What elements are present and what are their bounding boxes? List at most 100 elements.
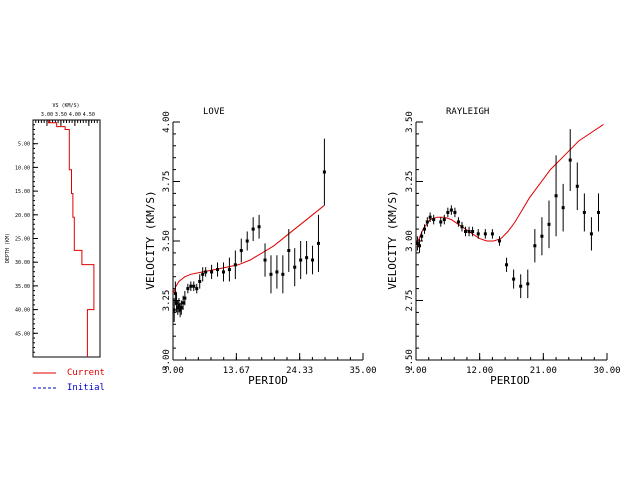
love-data-point <box>233 250 237 280</box>
love-point-marker <box>239 249 243 253</box>
rayleigh-data-point <box>526 269 530 299</box>
model-x-ticks: 3.00 3.50 4.00 4.50 <box>32 112 101 126</box>
love-y-tick-label: 3.00 <box>162 349 172 371</box>
love-data-point <box>251 217 255 241</box>
love-point-marker <box>251 227 255 231</box>
love-data-point <box>281 255 285 294</box>
love-data-point <box>221 262 225 282</box>
love-x-tick-label: 24.33 <box>286 366 313 376</box>
rayleigh-point-marker <box>453 210 457 214</box>
love-data-point <box>192 281 196 291</box>
love-point-marker <box>195 287 199 291</box>
love-point-marker <box>311 258 315 262</box>
love-data-point <box>316 214 320 272</box>
love-data-point <box>195 283 199 294</box>
vs-axis-label: VS (KM/S) <box>52 103 79 109</box>
love-point-marker <box>204 270 208 274</box>
model-x-tick-label: 4.00 <box>69 112 81 118</box>
love-point-marker <box>322 170 326 174</box>
rayleigh-point-marker <box>597 210 601 214</box>
love-data-point <box>216 262 220 277</box>
love-data-point <box>269 255 273 294</box>
rayleigh-data-point <box>589 217 593 251</box>
rayleigh-point-marker <box>476 232 480 236</box>
rayleigh-y-tick-label: 3.25 <box>405 171 415 193</box>
rayleigh-point-marker <box>568 158 572 162</box>
model-x-tick-label: 3.50 <box>55 112 67 118</box>
rayleigh-data-point <box>476 229 480 239</box>
love-point-marker <box>263 258 267 262</box>
love-point-marker <box>198 279 202 283</box>
rayleigh-point-marker <box>471 229 475 233</box>
love-title: LOVE <box>203 107 225 117</box>
rayleigh-data-point <box>418 238 422 253</box>
rayleigh-data-point <box>460 221 464 232</box>
depth-axis-label: DEPTH (KM) <box>5 233 11 263</box>
model-y-tick-label: 15.00 <box>15 189 30 195</box>
rayleigh-point-marker <box>422 227 426 231</box>
love-data-point <box>186 283 190 294</box>
rayleigh-data-point <box>505 257 509 272</box>
rayleigh-data-point <box>449 205 453 215</box>
love-point-marker <box>257 225 261 229</box>
rayleigh-point-marker <box>575 184 579 188</box>
model-y-tick-label: 40.00 <box>15 308 30 314</box>
rayleigh-point-marker <box>533 244 537 248</box>
love-data-point <box>275 255 279 289</box>
love-x-tick-label: 3.00 <box>162 366 184 376</box>
rayleigh-point-marker <box>464 229 468 233</box>
love-point-marker <box>201 272 205 276</box>
rayleigh-data-point <box>575 162 579 211</box>
love-data-point <box>176 300 180 315</box>
rayleigh-point-marker <box>467 229 471 233</box>
model-y-tick-label: 35.00 <box>15 284 30 290</box>
rayleigh-panel: RAYLEIGH 2.50 2.75 3.00 3.25 3.50 3.00 12.00 21… <box>386 107 621 387</box>
rayleigh-axes: 2.50 2.75 3.00 3.25 3.50 3.00 12.00 21.00 30.00 <box>405 111 621 376</box>
rayleigh-x-tick-label: 21.00 <box>530 366 557 376</box>
rayleigh-point-marker <box>497 239 501 243</box>
rayleigh-predicted-line <box>415 123 604 246</box>
rayleigh-point-marker <box>505 263 509 267</box>
rayleigh-point-marker <box>449 208 453 212</box>
model-y-ticks: 5.00 10.00 15.00 20.00 25.00 30.00 35.00 40.00 4… <box>15 124 38 353</box>
love-point-marker <box>305 256 309 260</box>
love-predicted-line <box>172 204 325 294</box>
rayleigh-observed-points <box>415 129 601 299</box>
love-point-marker <box>269 272 273 276</box>
rayleigh-data-point <box>432 214 436 225</box>
rayleigh-point-marker <box>519 284 523 288</box>
rayleigh-data-point <box>519 274 523 299</box>
love-data-point <box>201 267 205 282</box>
rayleigh-point-marker <box>428 215 432 219</box>
rayleigh-point-marker <box>446 210 450 214</box>
love-data-point <box>245 231 249 251</box>
rayleigh-data-point <box>490 229 494 239</box>
model-y-tick-label: 20.00 <box>15 213 30 219</box>
rayleigh-y-tick-label: 3.00 <box>405 230 415 252</box>
love-observed-points <box>172 138 326 322</box>
love-y-tick-label: 4.00 <box>162 111 172 133</box>
love-y-tick-label: 3.50 <box>162 230 172 252</box>
model-frame <box>32 119 101 358</box>
model-x-tick-label: 3.00 <box>41 112 53 118</box>
love-data-point <box>227 257 231 282</box>
rayleigh-data-point <box>446 207 450 218</box>
love-point-marker <box>186 287 190 291</box>
model-x-tick-label: 4.50 <box>83 112 95 118</box>
love-point-marker <box>175 301 179 305</box>
rayleigh-point-marker <box>582 210 586 214</box>
love-data-point <box>263 243 267 277</box>
rayleigh-data-point <box>582 193 586 232</box>
rayleigh-point-marker <box>418 244 422 248</box>
rayleigh-data-point <box>561 183 565 232</box>
love-x-tick-label: 13.67 <box>223 366 250 376</box>
rayleigh-y-label: VELOCITY (KM/S) <box>386 190 399 289</box>
rayleigh-point-marker <box>589 232 593 236</box>
love-point-marker <box>177 303 181 307</box>
rayleigh-data-point <box>428 212 432 222</box>
rayleigh-data-point <box>415 236 419 251</box>
love-point-marker <box>192 284 196 288</box>
current-model-line <box>47 120 95 357</box>
rayleigh-data-point <box>597 193 601 232</box>
rayleigh-data-point <box>471 226 475 237</box>
